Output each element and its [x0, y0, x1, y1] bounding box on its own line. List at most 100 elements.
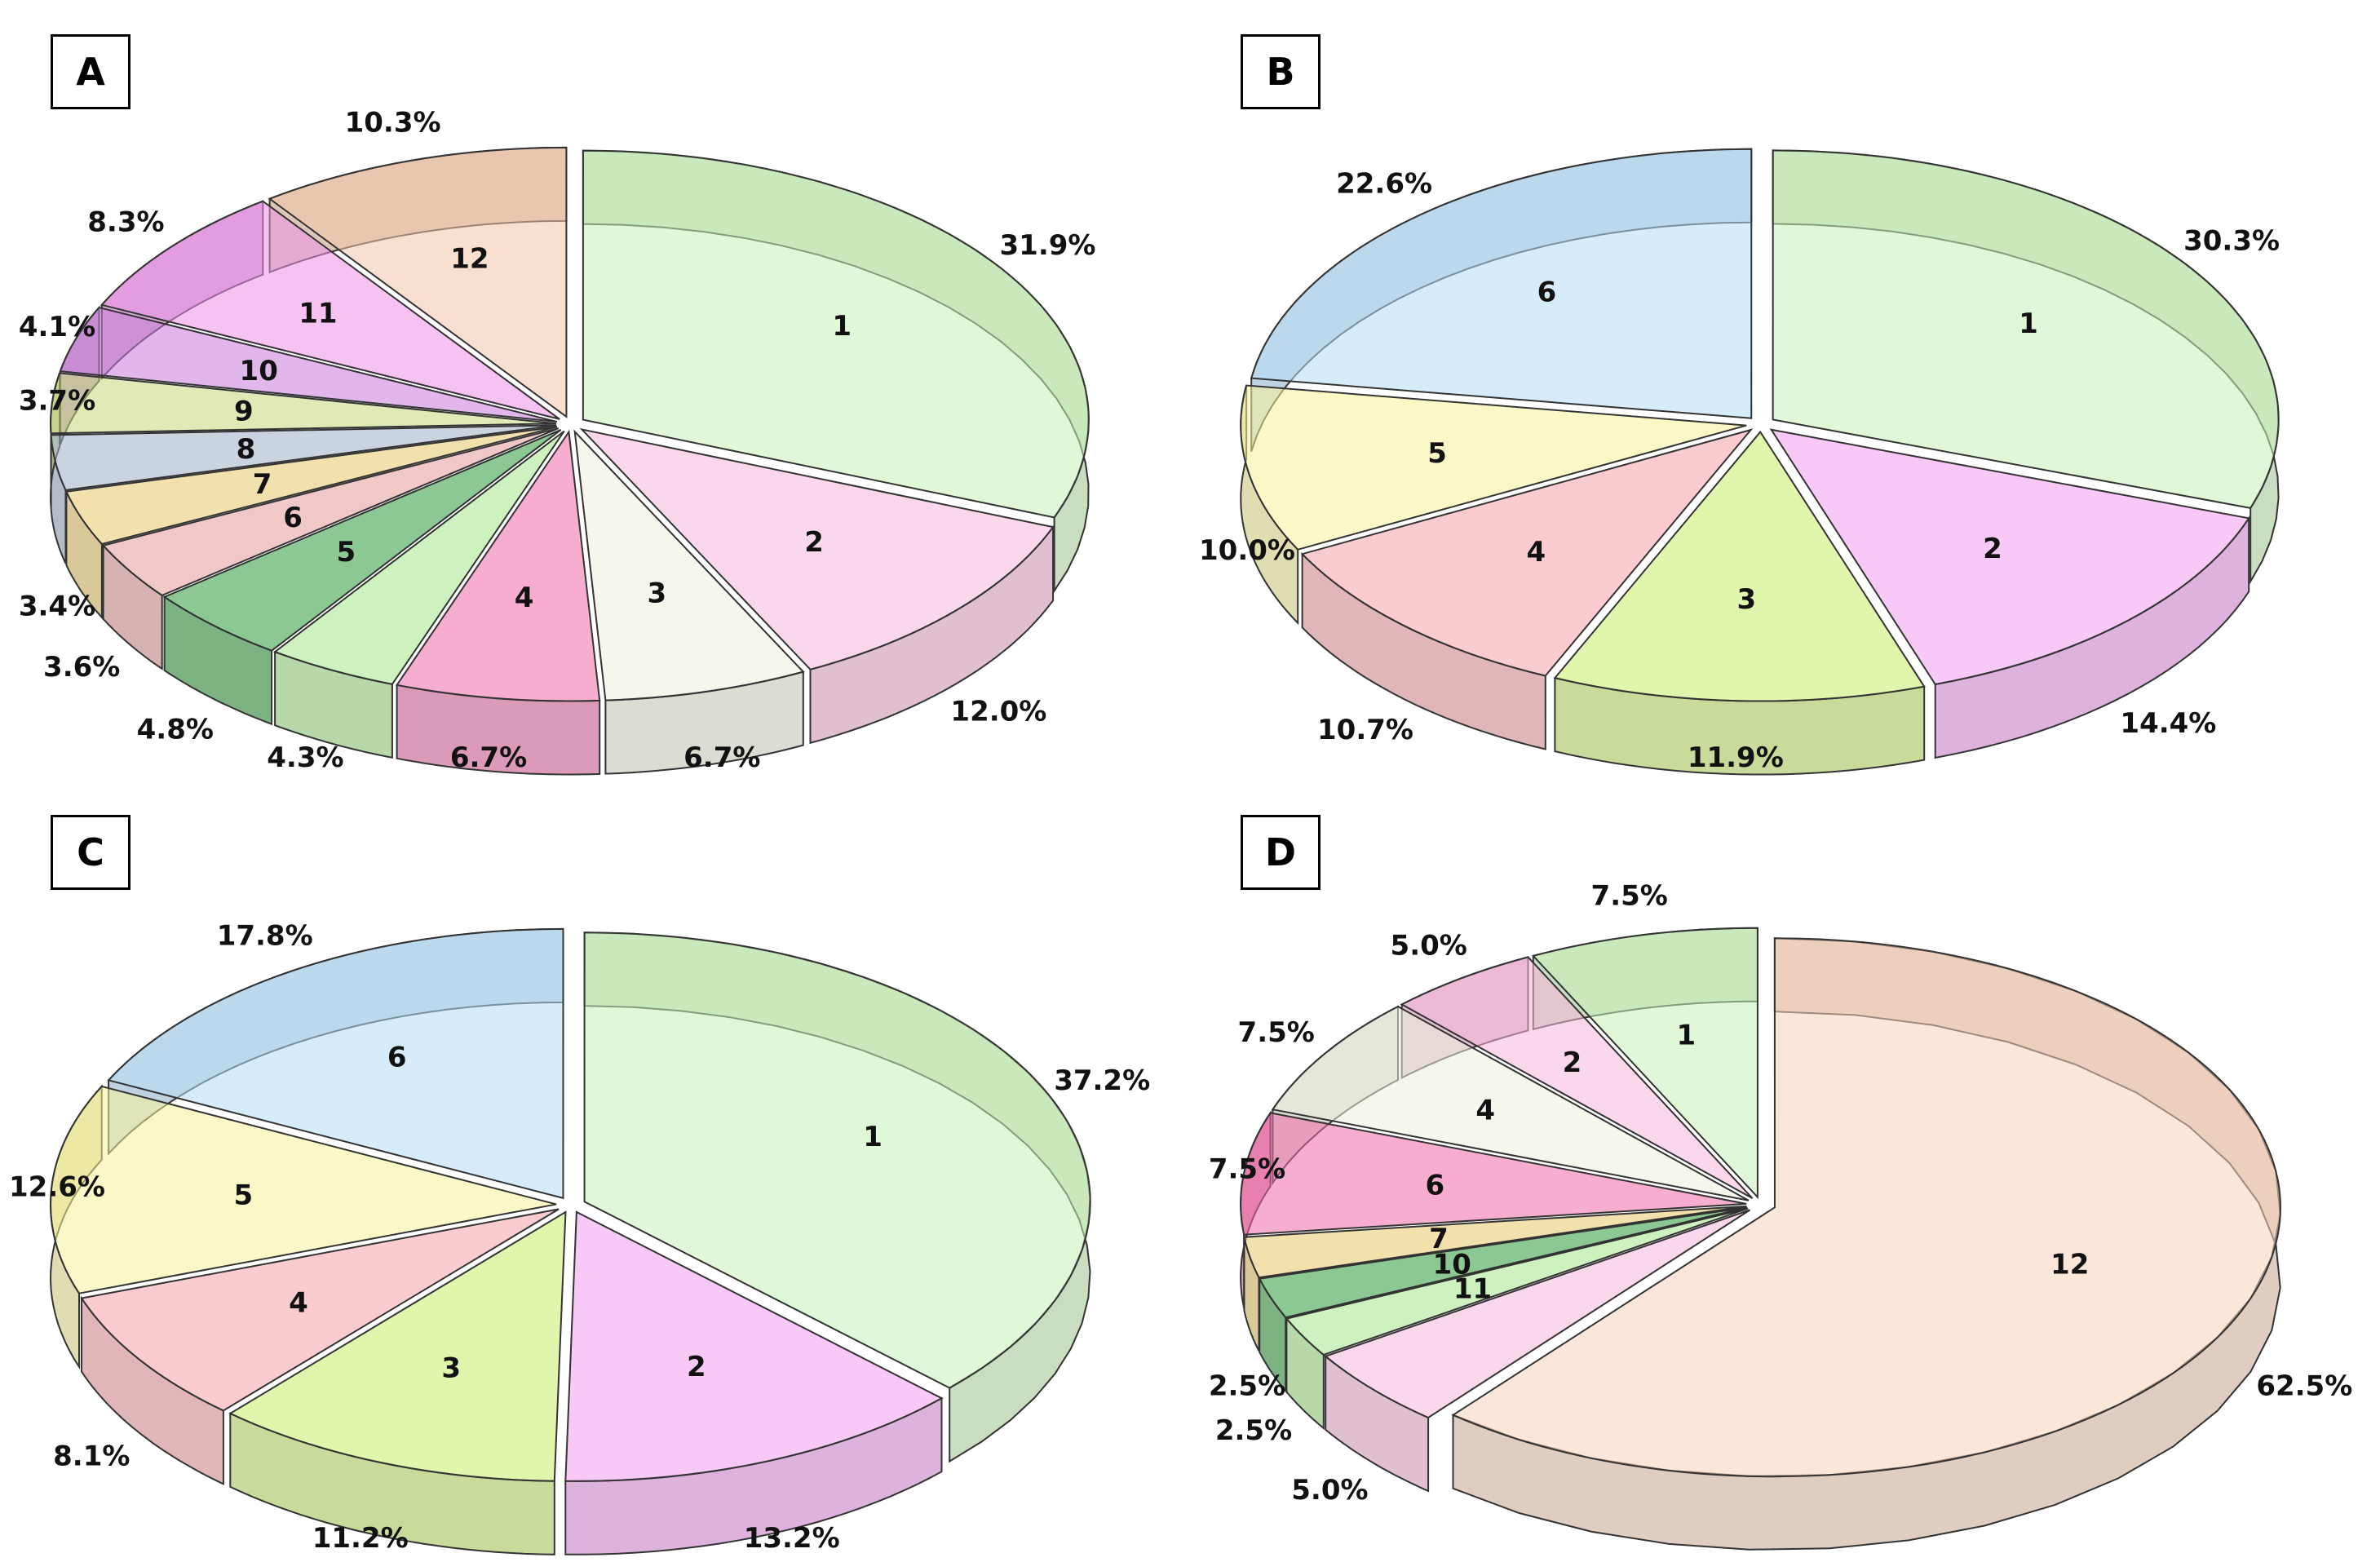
slice-percent-label: 5.0% — [1291, 1474, 1368, 1507]
slice-percent-label: 6.7% — [450, 741, 527, 774]
slice-percent-label: 22.6% — [1336, 168, 1432, 201]
slice-number-label: 6 — [1537, 277, 1557, 309]
slice-number-label: 10 — [240, 355, 278, 387]
slice-percent-label: 13.2% — [744, 1522, 840, 1555]
slice-number-label: 9 — [234, 396, 254, 428]
slice-percent-label: 12.6% — [9, 1170, 105, 1203]
slice-number-label: 7 — [1429, 1223, 1449, 1255]
pie-chart-d: 12 62.5% 5.0% 11 2.5% 10 2.5% 7 6 7.5% 4 7.5% 2 5.0% 1… — [1209, 880, 2352, 1551]
slice-number-label: 3 — [441, 1352, 461, 1384]
slice-percent-label: 6.7% — [683, 741, 760, 774]
pie-slice-5 — [162, 429, 562, 652]
pie-slice-5 — [1240, 384, 1747, 551]
pie-slice-3 — [1553, 430, 1926, 702]
slice-percent-label: 4.8% — [137, 714, 214, 746]
pie-slice-2 — [564, 1210, 944, 1482]
chart-panel-d: 12 62.5% 5.0% 11 2.5% 10 2.5% 7 6 7.5% 4 7.5% 2 5.0% 1… — [1190, 781, 2380, 1561]
pie-slice-10 — [1258, 1206, 1748, 1319]
chart-panel-c: 1 37.2% 2 13.2% 3 11.2% 4 8.1% 5 12.6% 6 17.8% C — [0, 781, 1190, 1561]
slice-percent-label: 10.0% — [1199, 534, 1295, 567]
pie-chart-c: 1 37.2% 2 13.2% 3 11.2% 4 8.1% 5 12.6% 6 17.8% — [9, 920, 1150, 1555]
slice-number-label: 8 — [237, 433, 256, 466]
pie-slice-2 — [1400, 956, 1754, 1200]
pie-slice-1 — [1324, 1209, 1751, 1419]
pie-chart-b: 1 30.3% 2 14.4% 3 11.9% 4 10.7% 5 10.0% 6 22.6% — [1199, 148, 2280, 776]
panel-letter-a: A — [51, 34, 131, 109]
panel-letter-d: D — [1241, 815, 1321, 890]
slice-percent-label: 31.9% — [1000, 229, 1096, 262]
panel-letter-b: B — [1241, 34, 1321, 109]
slice-number-label: 5 — [336, 536, 356, 569]
slice-percent-label: 11.2% — [312, 1522, 409, 1555]
pie-slice-4 — [273, 430, 565, 685]
slice-number-label: 1 — [863, 1121, 883, 1153]
pie-slice-12 — [1451, 937, 2281, 1478]
slice-number-label: 11 — [1453, 1272, 1492, 1305]
slice-number-label: 6 — [283, 502, 303, 534]
pie-slice-7 — [64, 426, 558, 546]
pie-slice-1 — [582, 149, 1090, 519]
pie-slice-2 — [1769, 428, 2250, 686]
pie-slice-6 — [101, 427, 560, 597]
pie-slice-2 — [579, 427, 1055, 670]
slice-percent-label: 30.3% — [2183, 224, 2280, 257]
slice-percent-label: 8.1% — [53, 1440, 130, 1472]
pie-slice-5 — [50, 1085, 557, 1294]
pie-slice-6 — [107, 927, 564, 1200]
slice-number-label: 4 — [289, 1286, 308, 1319]
slice-percent-label: 2.5% — [1209, 1370, 1285, 1403]
slice-percent-label: 17.8% — [217, 920, 313, 953]
slice-number-label: 11 — [299, 298, 337, 330]
panel-letter-c: C — [51, 815, 131, 890]
slice-number-label: 2 — [1983, 533, 2002, 565]
pie-slice-4 — [1271, 1005, 1750, 1201]
slice-percent-label: 10.7% — [1317, 714, 1413, 746]
pie-slice-4 — [80, 1208, 560, 1412]
slice-number-label: 2 — [687, 1351, 706, 1383]
slice-percent-label: 12.0% — [950, 696, 1046, 728]
pie-slice-7 — [1243, 1205, 1747, 1279]
slice-number-label: 2 — [1563, 1046, 1582, 1079]
slice-percent-label: 3.4% — [19, 591, 95, 623]
chart-panel-b: 1 30.3% 2 14.4% 3 11.9% 4 10.7% 5 10.0% 6 22.6% B — [1190, 0, 2380, 781]
slice-percent-label: 5.0% — [1391, 929, 1467, 962]
slice-number-label: 3 — [647, 577, 666, 610]
slice-percent-label: 62.5% — [2256, 1370, 2352, 1403]
pie-slice-10 — [59, 306, 558, 423]
slice-number-label: 6 — [387, 1041, 407, 1073]
slice-percent-label: 3.6% — [43, 651, 120, 684]
pie-slice-6 — [1250, 148, 1753, 419]
slice-number-label: 4 — [1475, 1095, 1495, 1127]
slice-number-label: 1 — [2019, 308, 2038, 340]
pie-slice-12 — [268, 146, 568, 418]
slice-number-label: 7 — [253, 468, 272, 501]
slice-percent-label: 8.3% — [87, 206, 164, 239]
slice-number-label: 12 — [450, 242, 489, 275]
slice-number-label: 2 — [804, 526, 824, 559]
pie-slice-3 — [573, 429, 805, 701]
pie-slice-4 — [395, 429, 601, 702]
pie-slice-6 — [1240, 1112, 1747, 1236]
chart-panel-a: 1 31.9% 2 12.0% 3 6.7% 4 6.7% 4.3% 5 4.8% 6 3.6% 7 3.4… — [0, 0, 1190, 781]
slice-number-label: 4 — [515, 582, 534, 614]
slice-percent-label: 4.1% — [19, 311, 95, 343]
slice-percent-label: 7.5% — [1238, 1016, 1315, 1049]
slice-number-label: 1 — [832, 310, 852, 343]
pie-slice-9 — [50, 372, 557, 435]
pie-slice-1 — [583, 931, 1091, 1389]
slice-number-label: 1 — [1676, 1020, 1696, 1052]
slice-percent-label: 3.7% — [19, 384, 95, 417]
pie-slice-3 — [228, 1210, 567, 1482]
slice-number-label: 10 — [1433, 1248, 1471, 1281]
slice-percent-label: 7.5% — [1209, 1153, 1285, 1185]
slice-number-label: 5 — [1427, 437, 1447, 470]
slice-number-label: 12 — [2050, 1248, 2089, 1281]
slice-percent-label: 14.4% — [2120, 707, 2216, 740]
pie-slice-11 — [100, 200, 560, 420]
pie-slice-1 — [1772, 149, 2280, 510]
slice-percent-label: 37.2% — [1054, 1064, 1150, 1097]
slice-percent-label: 7.5% — [1591, 880, 1668, 913]
slice-number-label: 4 — [1526, 536, 1546, 569]
pie-chart-a: 1 31.9% 2 12.0% 3 6.7% 4 6.7% 4.3% 5 4.8% 6 3.6% 7 3.4… — [19, 106, 1096, 776]
pie-slice-11 — [1285, 1207, 1749, 1356]
